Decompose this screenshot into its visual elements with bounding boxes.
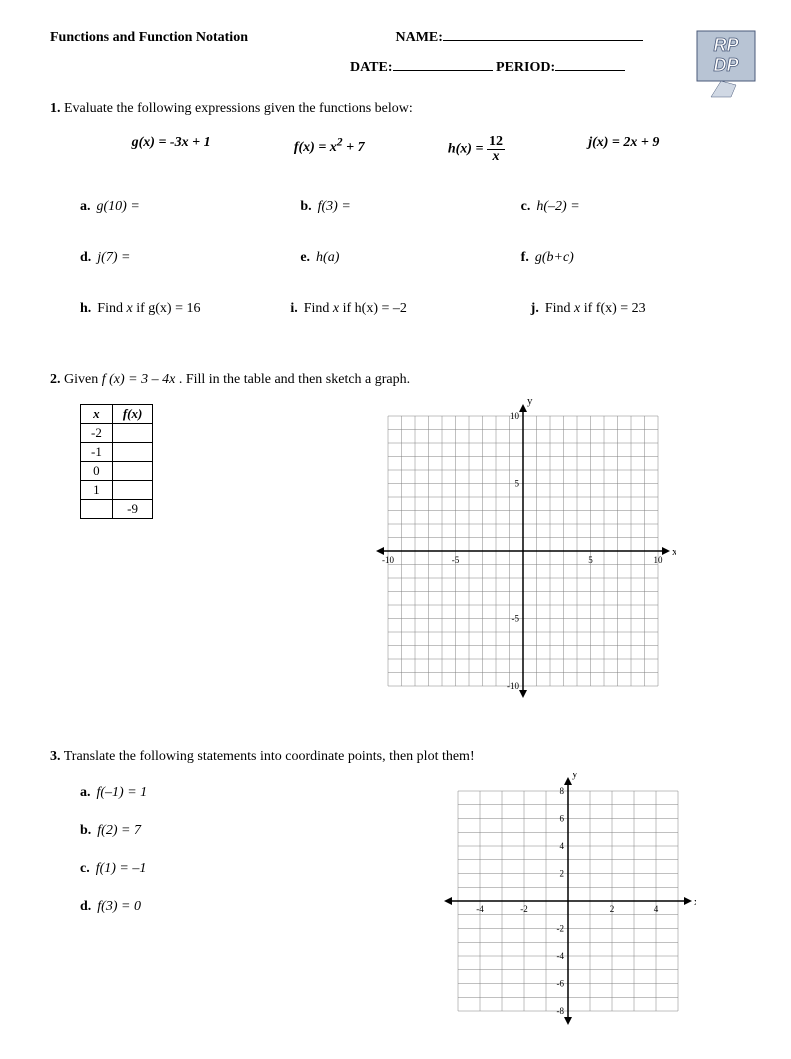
q1d-text: j(7) = — [97, 250, 130, 265]
svg-text:-5: -5 — [452, 555, 460, 565]
q1d-label: d. — [80, 250, 97, 265]
svg-text:-8: -8 — [557, 1006, 565, 1016]
q1j-text: if f(x) = 23 — [580, 301, 645, 316]
svg-text:RP: RP — [713, 35, 739, 55]
table-cell: 0 — [81, 462, 113, 481]
svg-text:-5: -5 — [512, 614, 520, 624]
table-cell[interactable] — [81, 500, 113, 519]
svg-text:-2: -2 — [520, 904, 528, 914]
name-label: NAME: — [396, 30, 443, 45]
func-f: f(x) = x2 + 7 — [294, 135, 365, 164]
date-field[interactable] — [393, 70, 493, 71]
svg-text:2: 2 — [610, 904, 615, 914]
func-j: j(x) = 2x + 9 — [588, 135, 659, 164]
svg-text:10: 10 — [654, 555, 664, 565]
svg-text:y: y — [572, 773, 578, 780]
svg-text:4: 4 — [654, 904, 659, 914]
question-2: 2. Given f (x) = 3 – 4x . Fill in the ta… — [50, 372, 741, 704]
q3d-label: d. — [80, 899, 97, 914]
q3a-label: a. — [80, 785, 97, 800]
worksheet-header: Functions and Function Notation NAME: — [50, 30, 741, 46]
q2-table: xf(x) -2 -1 0 1 -9 — [80, 404, 153, 519]
table-cell[interactable] — [112, 481, 153, 500]
q1j-label: j. — [531, 301, 545, 316]
svg-text:-2: -2 — [557, 924, 565, 934]
q1-row-hij: h.Find x if g(x) = 16 i.Find x if h(x) =… — [80, 301, 741, 317]
rpdp-logo: RP DP — [691, 25, 761, 100]
table-cell: -2 — [81, 424, 113, 443]
svg-text:2: 2 — [560, 869, 565, 879]
q1c-label: c. — [521, 199, 537, 214]
svg-text:10: 10 — [510, 411, 520, 421]
q1e-label: e. — [300, 250, 316, 265]
q1b-label: b. — [300, 199, 317, 214]
svg-text:-4: -4 — [476, 904, 484, 914]
svg-text:-10: -10 — [382, 555, 394, 565]
q2-graph: -10 -10 -5 -5 5 5 10 10 x y — [370, 398, 676, 704]
q1c-text: h(–2) = — [536, 199, 579, 214]
svg-text:DP: DP — [713, 55, 739, 75]
svg-text:x: x — [694, 896, 696, 908]
q1-row-abc: a.g(10) = b.f(3) = c.h(–2) = — [80, 199, 741, 215]
svg-text:8: 8 — [560, 786, 565, 796]
period-field[interactable] — [555, 70, 625, 71]
question-3: 3. Translate the following statements in… — [50, 749, 741, 1029]
q3-prompt: Translate the following statements into … — [64, 749, 475, 764]
q2-prompt-pre: Given — [64, 372, 102, 387]
table-cell: 1 — [81, 481, 113, 500]
table-cell[interactable] — [112, 424, 153, 443]
svg-text:6: 6 — [560, 814, 565, 824]
svg-text:-10: -10 — [507, 681, 519, 691]
q1h-text: if g(x) = 16 — [133, 301, 201, 316]
q2-table-head-x: x — [81, 405, 113, 424]
q1e-text: h(a) — [316, 250, 339, 265]
q1-number: 1. — [50, 101, 61, 116]
q3-graph: -4 -2 2 4 -8 -6 -4 -2 2 4 6 8 x y — [420, 773, 696, 1029]
q1-row-def: d.j(7) = e.h(a) f.g(b+c) — [80, 250, 741, 266]
svg-text:y: y — [527, 398, 533, 407]
q1f-label: f. — [521, 250, 535, 265]
question-1: 1. Evaluate the following expressions gi… — [50, 101, 741, 317]
q3b-label: b. — [80, 823, 97, 838]
q1f-text: g(b+c) — [535, 250, 574, 265]
func-g: g(x) = -3x + 1 — [132, 135, 211, 164]
q1-function-definitions: g(x) = -3x + 1 f(x) = x2 + 7 h(x) = 12x … — [90, 135, 701, 164]
q1h-label: h. — [80, 301, 97, 316]
table-cell[interactable] — [112, 443, 153, 462]
func-h: h(x) = 12x — [448, 135, 505, 164]
period-label: PERIOD: — [496, 60, 555, 75]
name-field[interactable] — [443, 40, 643, 41]
q2-prompt-post: . Fill in the table and then sketch a gr… — [179, 372, 410, 387]
date-label: DATE: — [350, 60, 393, 75]
svg-text:-4: -4 — [557, 951, 565, 961]
svg-text:5: 5 — [515, 479, 520, 489]
q3-number: 3. — [50, 749, 61, 764]
q2-table-head-fx: f(x) — [112, 405, 153, 424]
worksheet-title: Functions and Function Notation — [50, 30, 248, 45]
q1i-text: if h(x) = –2 — [339, 301, 407, 316]
q2-func: f (x) = 3 – 4x — [102, 372, 176, 387]
svg-text:-6: -6 — [557, 979, 565, 989]
table-cell: -9 — [112, 500, 153, 519]
q1-prompt: Evaluate the following expressions given… — [64, 101, 413, 116]
q2-number: 2. — [50, 372, 61, 387]
svg-text:x: x — [672, 546, 676, 558]
svg-text:5: 5 — [588, 555, 593, 565]
q3c-text: f(1) = –1 — [96, 861, 147, 876]
q3c-label: c. — [80, 861, 96, 876]
q3a-text: f(–1) = 1 — [97, 785, 148, 800]
q1i-label: i. — [290, 301, 303, 316]
q1a-text: g(10) = — [97, 199, 140, 214]
q3d-text: f(3) = 0 — [97, 899, 141, 914]
q1b-text: f(3) = — [318, 199, 351, 214]
table-cell: -1 — [81, 443, 113, 462]
q3b-text: f(2) = 7 — [97, 823, 141, 838]
q1a-label: a. — [80, 199, 97, 214]
table-cell[interactable] — [112, 462, 153, 481]
svg-text:4: 4 — [560, 841, 565, 851]
